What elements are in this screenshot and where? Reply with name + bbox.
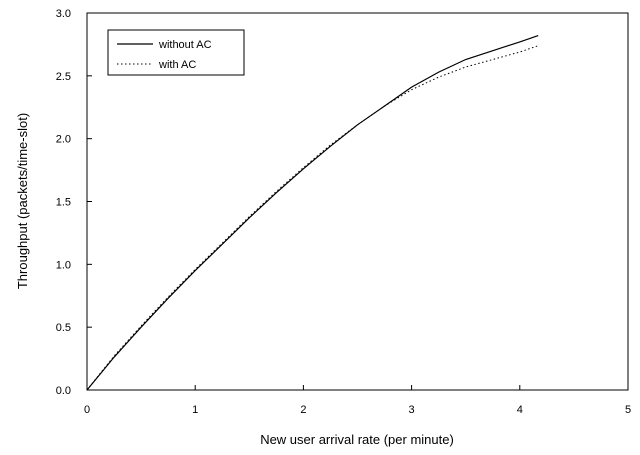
y-tick-label: 1.0 bbox=[56, 259, 71, 271]
x-tick-label: 2 bbox=[300, 404, 306, 416]
y-axis-title: Throughput (packets/time-slot) bbox=[15, 113, 30, 289]
legend-label-with-ac: with AC bbox=[158, 59, 196, 71]
legend-box bbox=[107, 29, 245, 76]
series-layer bbox=[86, 35, 539, 391]
axis-ticks: 0 1 2 3 4 5 0.0 0.5 1.0 1.5 2.0 2.5 3.0 bbox=[56, 8, 631, 416]
y-tick-label: 0.0 bbox=[56, 385, 71, 397]
legend: without AC with AC bbox=[107, 29, 245, 76]
series-line-without-ac bbox=[86, 35, 539, 391]
x-tick-label: 3 bbox=[409, 404, 415, 416]
y-tick-label: 2.0 bbox=[56, 134, 71, 146]
y-tick-label: 3.0 bbox=[56, 8, 71, 20]
series-line-with-ac bbox=[86, 45, 539, 391]
legend-label-without-ac: without AC bbox=[158, 39, 212, 51]
x-axis-title: New user arrival rate (per minute) bbox=[260, 432, 454, 447]
x-tick-label: 0 bbox=[84, 404, 90, 416]
y-tick-label: 0.5 bbox=[56, 322, 71, 334]
y-tick-label: 2.5 bbox=[56, 71, 71, 83]
x-tick-label: 5 bbox=[625, 404, 631, 416]
x-tick-label: 1 bbox=[192, 404, 198, 416]
y-tick-label: 1.5 bbox=[56, 197, 71, 209]
x-tick-label: 4 bbox=[517, 404, 523, 416]
